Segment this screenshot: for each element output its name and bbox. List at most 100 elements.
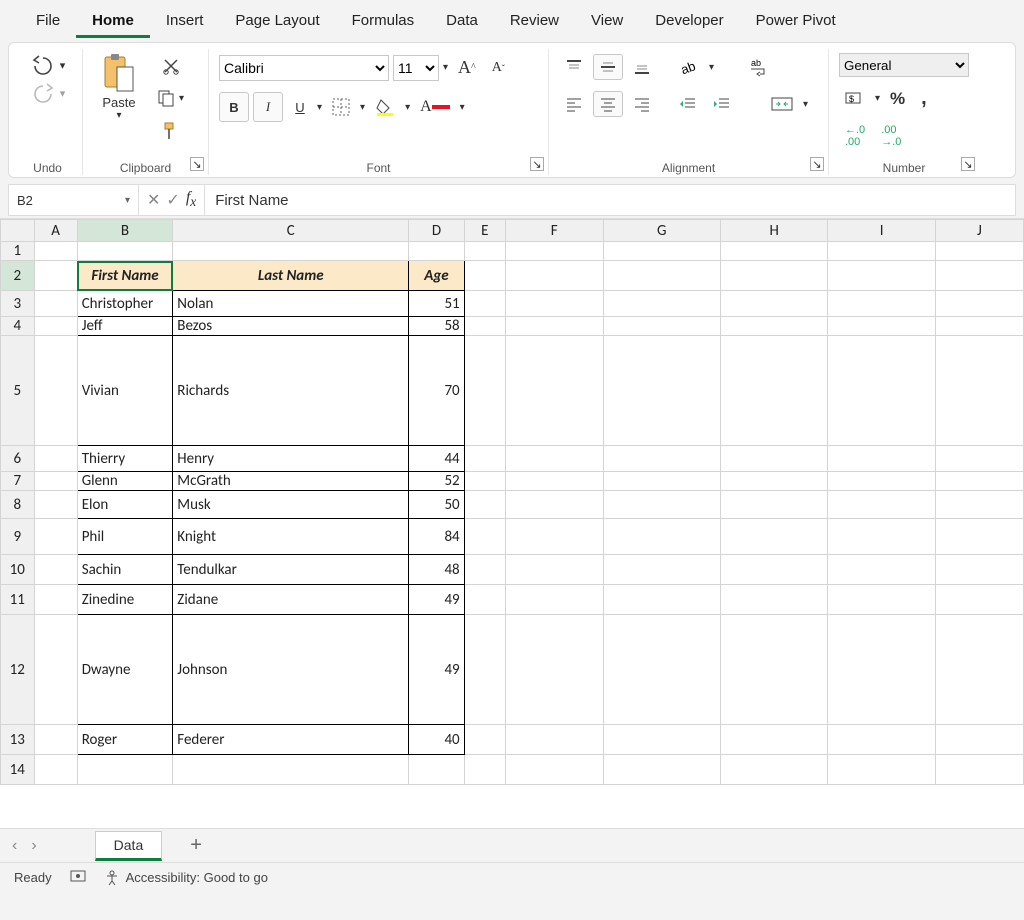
cell-J10[interactable] [935, 555, 1023, 585]
cell-D6[interactable]: 44 [409, 446, 464, 472]
underline-button[interactable]: U [287, 96, 313, 119]
cell-I10[interactable] [828, 555, 936, 585]
cell-G14[interactable] [603, 755, 720, 785]
decrease-decimal-button[interactable]: .00→.0 [875, 120, 907, 152]
formula-input[interactable]: First Name [205, 192, 1015, 209]
undo-button[interactable]: ▾ [30, 55, 66, 75]
new-sheet-button[interactable]: + [176, 834, 216, 857]
cell-J3[interactable] [935, 291, 1023, 317]
accessibility-status[interactable]: Accessibility: Good to go [104, 870, 268, 886]
cell-E1[interactable] [464, 242, 505, 261]
cell-B6[interactable]: Thierry [77, 446, 173, 472]
align-top-button[interactable] [559, 54, 589, 80]
cell-I11[interactable] [828, 585, 936, 615]
cell-F9[interactable] [505, 519, 603, 555]
cell-C3[interactable]: Nolan [173, 291, 409, 317]
cell-B4[interactable]: Jeff [77, 317, 173, 336]
cell-I8[interactable] [828, 491, 936, 519]
name-box[interactable]: B2 ▾ [9, 185, 139, 215]
cell-H13[interactable] [720, 725, 828, 755]
tab-power-pivot[interactable]: Power Pivot [740, 6, 852, 38]
font-color-button[interactable]: A [414, 94, 456, 120]
tab-file[interactable]: File [20, 6, 76, 38]
cell-G4[interactable] [603, 317, 720, 336]
cell-C12[interactable]: Johnson [173, 615, 409, 725]
cell-A3[interactable] [34, 291, 77, 317]
row-header-10[interactable]: 10 [1, 555, 35, 585]
cell-H9[interactable] [720, 519, 828, 555]
cell-B2[interactable]: First Name [77, 261, 173, 291]
cell-H10[interactable] [720, 555, 828, 585]
cell-A5[interactable] [34, 336, 77, 446]
tab-formulas[interactable]: Formulas [336, 6, 431, 38]
increase-font-button[interactable]: A^ [452, 53, 482, 82]
cell-D4[interactable]: 58 [409, 317, 464, 336]
clipboard-dialog-launcher[interactable]: ↘ [190, 157, 204, 171]
cell-I1[interactable] [828, 242, 936, 261]
cell-C8[interactable]: Musk [173, 491, 409, 519]
cell-D12[interactable]: 49 [409, 615, 464, 725]
cell-J8[interactable] [935, 491, 1023, 519]
row-header-7[interactable]: 7 [1, 472, 35, 491]
cell-C13[interactable]: Federer [173, 725, 409, 755]
cell-G8[interactable] [603, 491, 720, 519]
col-header-A[interactable]: A [34, 220, 77, 242]
sheet-nav-prev[interactable]: ‹ [12, 837, 17, 855]
cell-C14[interactable] [173, 755, 409, 785]
cell-B8[interactable]: Elon [77, 491, 173, 519]
cell-F12[interactable] [505, 615, 603, 725]
cell-G5[interactable] [603, 336, 720, 446]
cell-J7[interactable] [935, 472, 1023, 491]
cell-B14[interactable] [77, 755, 173, 785]
cell-D11[interactable]: 49 [409, 585, 464, 615]
cell-J5[interactable] [935, 336, 1023, 446]
cell-C11[interactable]: Zidane [173, 585, 409, 615]
row-header-11[interactable]: 11 [1, 585, 35, 615]
row-header-8[interactable]: 8 [1, 491, 35, 519]
cell-I2[interactable] [828, 261, 936, 291]
wrap-text-button[interactable]: ab [742, 53, 776, 81]
cell-F6[interactable] [505, 446, 603, 472]
tab-home[interactable]: Home [76, 6, 150, 38]
cell-D10[interactable]: 48 [409, 555, 464, 585]
cell-D9[interactable]: 84 [409, 519, 464, 555]
increase-decimal-button[interactable]: ←.0.00 [839, 120, 871, 152]
cell-G3[interactable] [603, 291, 720, 317]
align-middle-button[interactable] [593, 54, 623, 80]
cell-J9[interactable] [935, 519, 1023, 555]
cell-I4[interactable] [828, 317, 936, 336]
cell-E5[interactable] [464, 336, 505, 446]
fx-icon[interactable]: fx [186, 189, 196, 210]
row-header-4[interactable]: 4 [1, 317, 35, 336]
accounting-format-button[interactable]: $ [839, 87, 871, 111]
italic-button[interactable]: I [253, 92, 283, 122]
cell-J12[interactable] [935, 615, 1023, 725]
cell-A10[interactable] [34, 555, 77, 585]
col-header-G[interactable]: G [603, 220, 720, 242]
row-header-9[interactable]: 9 [1, 519, 35, 555]
cell-E14[interactable] [464, 755, 505, 785]
cell-F3[interactable] [505, 291, 603, 317]
cell-C9[interactable]: Knight [173, 519, 409, 555]
cell-E11[interactable] [464, 585, 505, 615]
cell-I13[interactable] [828, 725, 936, 755]
cell-A11[interactable] [34, 585, 77, 615]
number-format-select[interactable]: General [839, 53, 969, 77]
cell-H14[interactable] [720, 755, 828, 785]
cell-F1[interactable] [505, 242, 603, 261]
font-name-select[interactable]: Calibri [219, 55, 389, 81]
col-header-H[interactable]: H [720, 220, 828, 242]
paste-button[interactable]: Paste ▾ [93, 49, 145, 125]
cell-J14[interactable] [935, 755, 1023, 785]
cell-B10[interactable]: Sachin [77, 555, 173, 585]
cell-J11[interactable] [935, 585, 1023, 615]
cell-A2[interactable] [34, 261, 77, 291]
decrease-font-button[interactable]: Aˇ [486, 56, 511, 80]
row-header-14[interactable]: 14 [1, 755, 35, 785]
macro-record-icon[interactable] [70, 868, 86, 887]
font-dialog-launcher[interactable]: ↘ [530, 157, 544, 171]
cell-I5[interactable] [828, 336, 936, 446]
cell-E12[interactable] [464, 615, 505, 725]
cell-D14[interactable] [409, 755, 464, 785]
cell-H11[interactable] [720, 585, 828, 615]
